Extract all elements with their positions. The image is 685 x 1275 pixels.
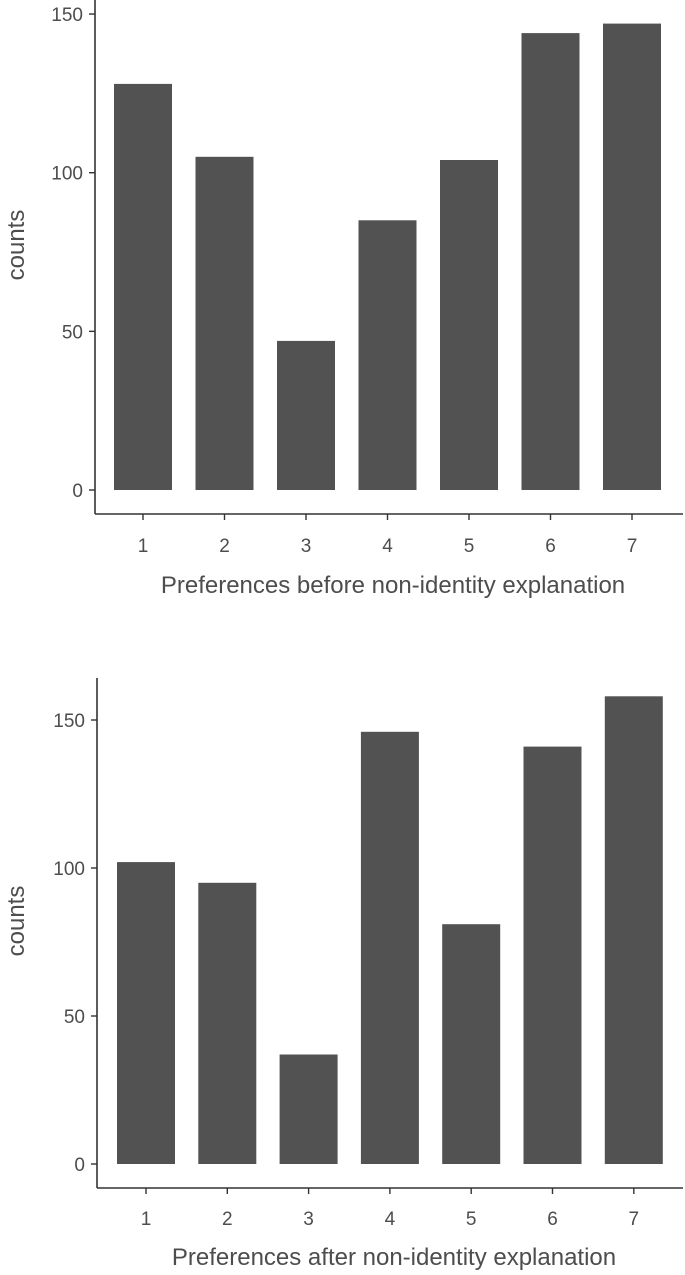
bar-5 [440,160,498,490]
y-tick-label: 50 [64,1007,85,1028]
y-ticks: 0 50 100 150 [51,5,95,502]
y-tick-label: 100 [51,164,83,185]
x-tick-label: 1 [141,1209,152,1230]
bars-group [117,696,663,1164]
y-axis-title: counts [3,210,30,281]
bar-5 [442,924,501,1164]
y-tick-label: 150 [51,5,83,26]
x-tick-label: 7 [627,536,638,557]
bar-2 [198,882,257,1164]
bar-1 [114,83,172,491]
x-tick-label: 4 [385,1209,396,1230]
bar-7 [604,696,663,1164]
x-axis-title: Preferences before non-identity explanat… [161,572,625,599]
x-tick-label: 3 [303,1209,314,1230]
x-tick-label: 7 [629,1209,640,1230]
bar-6 [523,746,582,1164]
x-axis-title: Preferences after non-identity explanati… [172,1244,616,1271]
chart-after: 0 50 100 150 1 2 3 4 5 6 7 Preferences after non-… [3,678,683,1271]
y-tick-label: 50 [62,322,83,343]
x-ticks: 1 2 3 4 5 6 7 [141,1188,639,1230]
x-tick-label: 6 [547,1209,558,1230]
x-tick-label: 6 [545,536,556,557]
x-ticks: 1 2 3 4 5 6 7 [138,514,638,557]
y-tick-label: 0 [74,1155,85,1176]
x-tick-label: 2 [222,1209,233,1230]
bars-group [114,23,661,491]
y-ticks: 0 50 100 150 [53,711,97,1176]
bar-1 [117,862,175,1164]
y-tick-label: 150 [53,711,85,732]
bar-3 [279,1054,338,1164]
y-tick-label: 0 [72,481,83,502]
bar-2 [195,156,254,491]
bar-4 [358,220,417,491]
bar-6 [521,33,580,490]
chart-before: 0 50 100 150 1 2 3 4 5 6 7 Preferences before non… [3,0,683,599]
x-tick-label: 5 [466,1209,477,1230]
x-tick-label: 1 [138,536,149,557]
x-tick-label: 5 [464,536,475,557]
x-tick-label: 3 [301,536,312,557]
bar-4 [360,731,419,1164]
x-tick-label: 2 [219,536,230,557]
bar-7 [603,23,661,490]
y-axis-title: counts [3,886,30,957]
x-tick-label: 4 [382,536,393,557]
bar-3 [277,340,335,490]
y-tick-label: 100 [53,859,85,880]
